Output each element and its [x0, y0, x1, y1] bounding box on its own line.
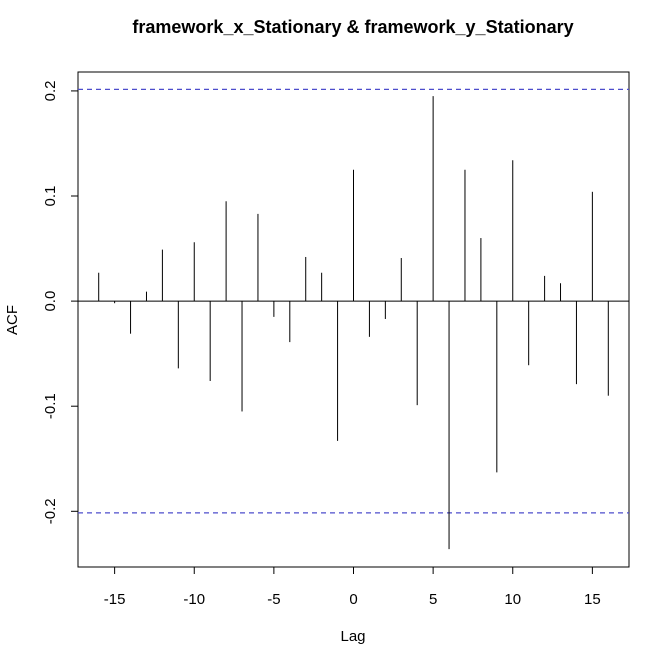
y-tick-label: 0.0 — [42, 291, 59, 312]
y-tick-label: -0.1 — [42, 393, 59, 419]
x-axis-label: Lag — [340, 628, 365, 645]
x-tick-label: -15 — [104, 591, 126, 608]
y-tick-label: 0.1 — [42, 186, 59, 207]
x-tick-label: 10 — [504, 591, 521, 608]
x-tick-label: -5 — [267, 591, 280, 608]
x-tick-label: -10 — [183, 591, 205, 608]
y-axis-label: ACF — [4, 305, 21, 335]
y-tick-label: 0.2 — [42, 80, 59, 101]
y-tick-label: -0.2 — [42, 498, 59, 524]
x-tick-label: 5 — [429, 591, 437, 608]
plot-frame — [77, 71, 630, 568]
plot-area: -15 -10 -5 0 5 10 15 -0.2 -0.1 0.0 0.1 0.2 — [42, 71, 630, 608]
x-tick-label: 15 — [584, 591, 601, 608]
x-tick-label: 0 — [349, 591, 357, 608]
chart-title: framework_x_Stationary & framework_y_Sta… — [132, 17, 573, 37]
